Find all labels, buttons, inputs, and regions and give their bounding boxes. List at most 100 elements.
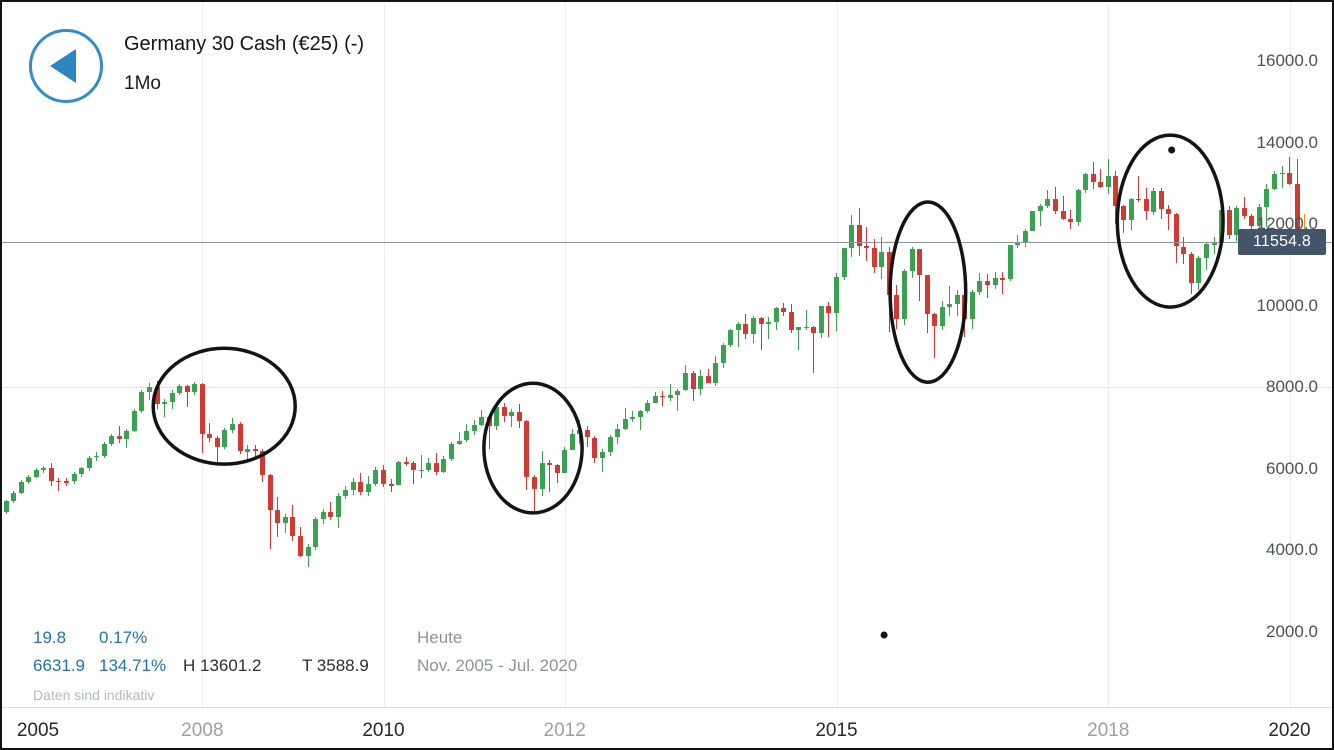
candle-up <box>79 468 84 475</box>
candle-down <box>1060 210 1066 220</box>
candle-wick <box>669 384 671 402</box>
candle-up <box>1030 211 1036 231</box>
candle-down <box>871 247 877 267</box>
candle-down <box>781 307 787 313</box>
candle-up <box>479 416 485 425</box>
candle-up <box>41 468 47 470</box>
candle-up <box>320 511 326 519</box>
candle-wick <box>1062 196 1064 220</box>
candle-up <box>1037 206 1043 212</box>
x-axis-label: 2015 <box>815 720 858 741</box>
disclaimer-text: Daten sind indikativ <box>33 687 155 703</box>
candle-up <box>1105 175 1111 187</box>
x-axis-label: 2018 <box>1087 720 1130 741</box>
candle-up <box>1083 173 1089 191</box>
candle-wick <box>1002 272 1004 295</box>
candle-up <box>448 444 454 460</box>
candle-up <box>969 291 975 319</box>
candle-up <box>418 469 424 472</box>
candle-down <box>1287 173 1292 184</box>
period-change-pct: 134.71% <box>99 656 167 675</box>
y-axis-label: 4000.0 <box>1266 540 1318 559</box>
candle-up <box>834 277 839 314</box>
today-label: Heute <box>417 628 463 647</box>
candle-up <box>335 495 341 517</box>
candle-up <box>109 436 115 445</box>
candle-down <box>1090 173 1096 183</box>
candle-up <box>607 437 613 452</box>
candle-up <box>146 386 152 392</box>
candle-wick <box>330 501 332 520</box>
candle-down <box>592 437 598 458</box>
y-axis-label: 14000.0 <box>1256 132 1318 152</box>
candle-up <box>1007 245 1013 280</box>
candle-wick <box>269 473 271 550</box>
candle-up <box>766 321 771 324</box>
candle-up <box>652 396 658 403</box>
candle-up <box>1075 190 1081 222</box>
y-axis-label: 2000.0 <box>1266 621 1318 641</box>
candle-wick <box>118 426 120 444</box>
candle-up <box>471 424 477 432</box>
candle-down <box>403 462 409 464</box>
candle-up <box>3 501 9 513</box>
candle-down <box>297 536 303 557</box>
candle-up <box>796 327 802 330</box>
vertical-gridline <box>836 4 838 707</box>
candle-wick <box>828 301 830 338</box>
candle-up <box>675 390 681 396</box>
period-range: Nov. 2005 - Jul. 2020 <box>417 656 578 675</box>
today-change-pct: 0.17% <box>99 628 148 647</box>
candle-up <box>124 431 130 440</box>
candle-up <box>11 492 17 502</box>
candle-down <box>758 318 764 324</box>
candle-up <box>735 323 741 330</box>
candle-down <box>1098 182 1104 187</box>
candle-up <box>282 517 288 523</box>
candle-up <box>599 451 605 458</box>
timeframe-label[interactable]: 1Mo <box>124 73 161 94</box>
candle-wick <box>1281 165 1283 189</box>
candle-up <box>18 481 24 493</box>
candle-wick <box>1100 169 1102 189</box>
candle-up <box>33 469 39 477</box>
candle-wick <box>1289 157 1290 186</box>
x-axis-label: 2012 <box>543 720 586 741</box>
candle-up <box>1015 242 1021 246</box>
candle-down <box>381 470 386 485</box>
candle-up <box>441 459 447 472</box>
back-arrow-icon <box>29 29 103 103</box>
back-button[interactable] <box>28 28 104 104</box>
candle-up <box>1264 188 1270 207</box>
candle-down <box>660 396 666 398</box>
candle-wick <box>148 383 150 401</box>
candle-down <box>856 225 862 247</box>
candle-down <box>985 281 990 285</box>
vertical-gridline <box>1108 4 1110 707</box>
candle-down <box>1249 216 1255 227</box>
candle-down <box>584 429 590 438</box>
candle-up <box>139 391 145 412</box>
candle-down <box>1226 210 1232 236</box>
candle-down <box>788 312 794 330</box>
candle-wick <box>420 454 422 478</box>
current-price-label: 11554.8 <box>1238 229 1326 256</box>
candle-up <box>131 411 137 432</box>
candle-wick <box>768 316 769 340</box>
candle-wick <box>677 388 679 411</box>
candle-up <box>1279 173 1285 175</box>
y-axis-label: 8000.0 <box>1266 377 1318 396</box>
candle-up <box>350 481 356 491</box>
x-axis-label: 2008 <box>181 720 224 741</box>
candle-up <box>637 411 643 418</box>
period-change-abs: 6631.9 <box>33 656 85 675</box>
candle-up <box>313 518 319 547</box>
candle-up <box>992 278 998 285</box>
candle-up <box>849 225 855 249</box>
candle-down <box>411 463 417 470</box>
candle-down <box>1241 207 1247 217</box>
x-axis-label: 2010 <box>362 720 405 741</box>
